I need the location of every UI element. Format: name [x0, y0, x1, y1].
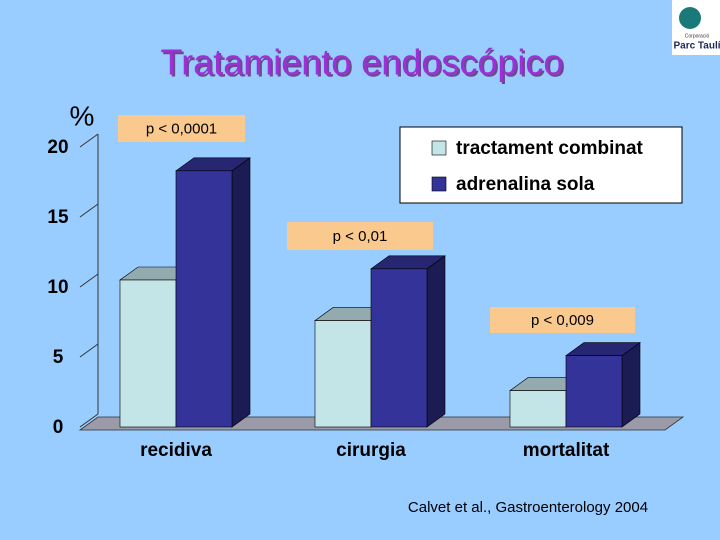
- legend-swatch: [431, 140, 447, 156]
- bar-top-shade: [510, 377, 584, 391]
- annotation-box: [287, 222, 433, 250]
- x-tick-label: recidiva: [140, 440, 212, 461]
- bar: [119, 279, 177, 428]
- bar: [314, 320, 372, 428]
- bar-top-shade: [176, 157, 250, 171]
- annotation: p < 0,01: [333, 228, 388, 245]
- tick-mark: [79, 203, 99, 218]
- logo-text: Parc Taulí: [673, 41, 720, 52]
- chart-title: Tratamiento endoscópico: [161, 42, 564, 83]
- y-axis-label: %: [70, 100, 95, 131]
- bar-top-shade: [315, 307, 389, 321]
- y-tick-label: 0: [53, 417, 64, 438]
- tick-mark: [79, 273, 99, 288]
- bar-top-shade: [566, 342, 640, 356]
- y-tick-label: 5: [53, 347, 64, 368]
- y-tick-label: 20: [47, 137, 68, 158]
- x-tick-label: cirurgia: [336, 440, 406, 461]
- x-tick-label: mortalitat: [523, 440, 610, 461]
- annotation-box: [490, 307, 635, 333]
- legend-box: [399, 126, 683, 204]
- bar: [509, 390, 567, 428]
- annotation: p < 0,0001: [146, 120, 217, 137]
- logo-circle: [679, 7, 701, 29]
- title-shadow: Tratamiento endoscópico: [163, 44, 566, 85]
- y-tick-label: 10: [47, 277, 68, 298]
- legend-label: adrenalina sola: [456, 174, 595, 195]
- tick-mark: [79, 343, 99, 358]
- bar: [370, 268, 428, 428]
- bar-side-shade: [622, 342, 640, 427]
- bar-side-shade: [427, 255, 445, 427]
- annotation: p < 0,009: [531, 312, 594, 329]
- legend-swatch: [431, 176, 447, 192]
- logo-text: Corporació: [685, 33, 710, 39]
- bar-top-shade: [120, 267, 194, 280]
- legend-label: tractament combinat: [456, 138, 644, 159]
- tick-mark: [79, 413, 99, 428]
- annotation-box: [118, 115, 245, 142]
- bar-top-shade: [371, 255, 445, 269]
- y-tick-label: 15: [47, 207, 69, 228]
- tick-mark: [79, 133, 99, 148]
- bar: [175, 170, 233, 428]
- logo: Corporació Parc Taulí: [672, 0, 720, 55]
- source: Calvet et al., Gastroenterology 2004: [408, 499, 648, 516]
- bar-side-shade: [232, 157, 250, 428]
- bar: [565, 355, 623, 428]
